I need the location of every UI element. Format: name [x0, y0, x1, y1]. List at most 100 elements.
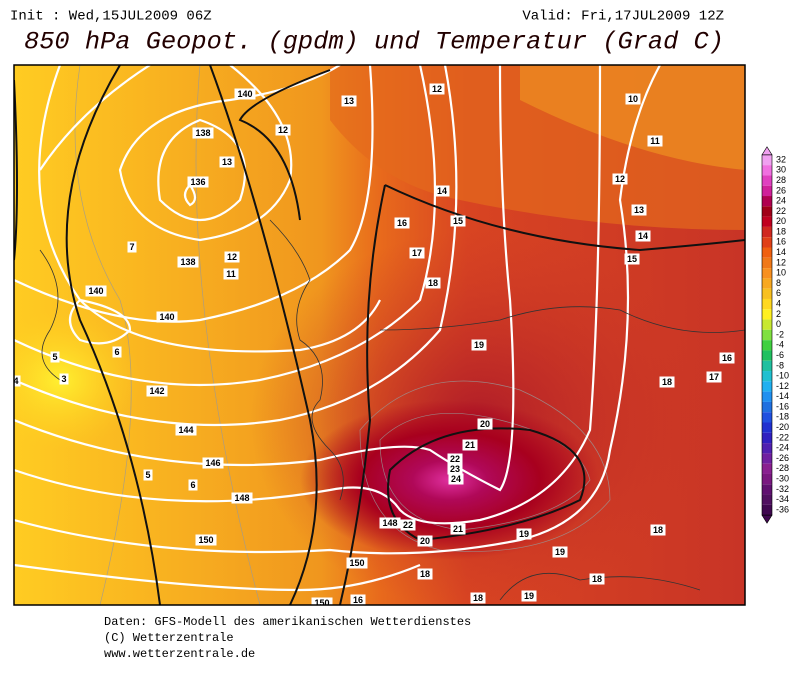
contour-label-bg — [400, 519, 416, 531]
contour-label-bg — [275, 124, 291, 136]
contour-label: 5 — [52, 352, 57, 362]
contour-label-bg — [450, 215, 466, 227]
contour-label-bg — [409, 247, 425, 259]
contour-label-bg — [477, 418, 493, 430]
colorbar-swatch — [762, 226, 772, 238]
colorbar-swatch — [762, 237, 772, 248]
colorbar-swatch — [762, 422, 772, 433]
colorbar-label: 0 — [776, 319, 781, 329]
contour-label-bg — [625, 93, 641, 105]
colorbar-swatch — [762, 185, 772, 197]
colorbar-label: -16 — [776, 401, 789, 411]
colorbar-label: 22 — [776, 206, 786, 216]
contour-label-bg — [219, 156, 235, 168]
contour-label: 13 — [344, 96, 354, 106]
contour-label-bg — [448, 473, 464, 485]
colorbar-swatch — [762, 494, 772, 505]
contour-label: 12 — [278, 125, 288, 135]
colorbar-label: -10 — [776, 371, 789, 381]
colorbar: 32302826242220181614121086420-2-4-6-8-10… — [761, 146, 789, 524]
colorbar-swatch — [762, 484, 772, 495]
colorbar-swatch — [762, 257, 772, 269]
colorbar-swatch — [762, 278, 772, 289]
colorbar-label: -36 — [776, 504, 789, 514]
colorbar-label: 24 — [776, 196, 786, 206]
colorbar-swatch — [762, 319, 772, 330]
contour-label-bg — [434, 185, 450, 197]
colorbar-label: -4 — [776, 340, 784, 350]
contour-label: 17 — [412, 248, 422, 258]
contour-label: 10 — [628, 94, 638, 104]
contour-label-bg — [450, 523, 466, 535]
colorbar-label: -18 — [776, 412, 789, 422]
map-title: 850 hPa Geopot. (gpdm) und Temperatur (G… — [24, 28, 724, 57]
colorbar-label: 30 — [776, 165, 786, 175]
contour-label-bg — [127, 241, 137, 253]
contour-label: 140 — [159, 312, 174, 322]
contour-label-bg — [659, 376, 675, 388]
footer-line: Daten: GFS-Modell des amerikanischen Wet… — [104, 615, 471, 629]
contour-label: 20 — [480, 419, 490, 429]
colorbar-label: -34 — [776, 494, 789, 504]
contour-label-bg — [719, 352, 735, 364]
contour-label: 13 — [222, 157, 232, 167]
colorbar-label: 20 — [776, 216, 786, 226]
contour-label-bg — [521, 590, 537, 602]
colorbar-swatch — [762, 391, 772, 402]
contour-label: 19 — [474, 340, 484, 350]
colorbar-swatch — [762, 329, 772, 341]
colorbar-label: -28 — [776, 463, 789, 473]
colorbar-label: 26 — [776, 185, 786, 195]
colorbar-swatch — [762, 247, 772, 258]
contour-label: 136 — [190, 177, 205, 187]
contour-label: 138 — [195, 128, 210, 138]
colorbar-swatch — [762, 216, 772, 227]
contour-label-bg — [447, 463, 463, 475]
contour-label: 14 — [638, 231, 648, 241]
contour-label: 18 — [592, 574, 602, 584]
contour-label: 13 — [634, 205, 644, 215]
colorbar-label: -2 — [776, 329, 784, 339]
contour-label-bg — [224, 251, 240, 263]
contour-label-bg — [346, 557, 368, 569]
colorbar-label: 14 — [776, 247, 786, 257]
contour-label-bg — [470, 592, 486, 604]
contour-label-bg — [631, 204, 647, 216]
colorbar-swatch — [762, 401, 772, 413]
contour-label: 16 — [722, 353, 732, 363]
contour-label: 138 — [180, 257, 195, 267]
colorbar-swatch — [762, 196, 772, 207]
contour-label: 150 — [314, 598, 329, 608]
contour-label-bg — [341, 95, 357, 107]
contour-label: 148 — [382, 518, 397, 528]
contour-label: 7 — [129, 242, 134, 252]
colorbar-swatch — [762, 288, 772, 299]
contour-label: 150 — [198, 535, 213, 545]
contour-label-bg — [429, 83, 445, 95]
footer-line: (C) Wetterzentrale — [104, 631, 234, 645]
contour-label-bg — [447, 453, 463, 465]
contour-label: 4 — [13, 376, 18, 386]
contour-label-bg — [156, 311, 178, 323]
colorbar-label: 32 — [776, 154, 786, 164]
colorbar-label: 4 — [776, 298, 781, 308]
contour-label-bg — [612, 173, 628, 185]
contour-label-bg — [706, 371, 722, 383]
contour-label: 5 — [145, 470, 150, 480]
colorbar-label: 16 — [776, 237, 786, 247]
colorbar-label: 8 — [776, 278, 781, 288]
contour-label-bg — [188, 479, 198, 491]
contour-label-bg — [223, 268, 239, 280]
contour-label-bg — [231, 492, 253, 504]
contour-label: 21 — [465, 440, 475, 450]
colorbar-label: -20 — [776, 422, 789, 432]
contour-label-bg — [425, 277, 441, 289]
colorbar-swatch — [762, 309, 772, 320]
colorbar-label: -22 — [776, 432, 789, 442]
contour-label-bg — [516, 528, 532, 540]
colorbar-swatch — [762, 360, 772, 372]
contour-label: 144 — [178, 425, 193, 435]
footer-line: www.wetterzentrale.de — [104, 647, 255, 661]
contour-label-bg — [379, 517, 401, 529]
colorbar-label: -32 — [776, 484, 789, 494]
